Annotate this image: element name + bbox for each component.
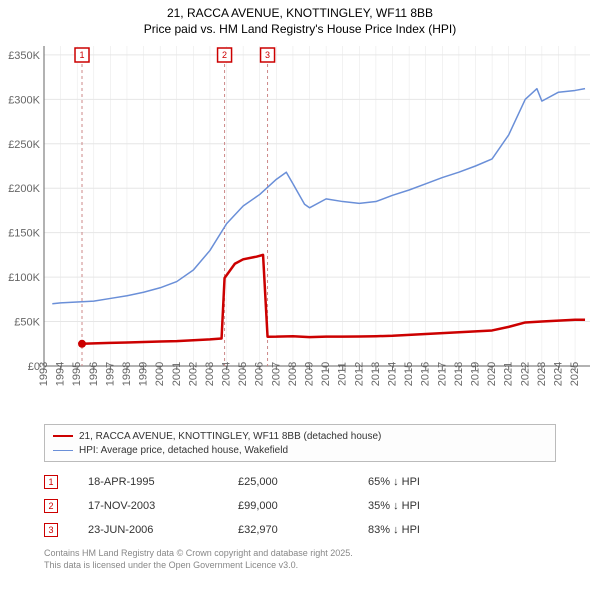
svg-text:1998: 1998 xyxy=(121,362,133,386)
svg-text:2020: 2020 xyxy=(486,362,498,386)
sale-row: 1 18-APR-1995£25,00065% ↓ HPI xyxy=(44,470,556,494)
svg-text:2018: 2018 xyxy=(453,362,465,386)
svg-text:2014: 2014 xyxy=(387,362,399,386)
svg-text:£150K: £150K xyxy=(8,228,40,240)
svg-text:2007: 2007 xyxy=(270,362,282,386)
sale-marker-icon: 3 xyxy=(44,523,58,537)
line-chart: £0£50K£100K£150K£200K£250K£300K£350K1993… xyxy=(0,36,600,418)
footer-line1: Contains HM Land Registry data © Crown c… xyxy=(44,548,556,560)
svg-text:2002: 2002 xyxy=(187,362,199,386)
sale-price: £99,000 xyxy=(238,500,368,512)
svg-text:3: 3 xyxy=(265,50,270,60)
svg-text:2009: 2009 xyxy=(304,362,316,386)
svg-text:£50K: £50K xyxy=(14,317,40,329)
sale-date: 23-JUN-2006 xyxy=(88,524,238,536)
svg-text:2025: 2025 xyxy=(569,362,581,386)
svg-text:1997: 1997 xyxy=(104,362,116,386)
svg-text:2024: 2024 xyxy=(552,362,564,386)
sale-date: 17-NOV-2003 xyxy=(88,500,238,512)
sale-price: £32,970 xyxy=(238,524,368,536)
svg-text:£100K: £100K xyxy=(8,272,40,284)
svg-text:1996: 1996 xyxy=(88,362,100,386)
chart-area: £0£50K£100K£150K£200K£250K£300K£350K1993… xyxy=(0,36,600,418)
legend-label: 21, RACCA AVENUE, KNOTTINGLEY, WF11 8BB … xyxy=(79,431,381,442)
sale-diff: 83% ↓ HPI xyxy=(368,524,518,536)
legend-swatch xyxy=(53,435,73,437)
legend-label: HPI: Average price, detached house, Wake… xyxy=(79,445,288,456)
svg-text:£250K: £250K xyxy=(8,139,40,151)
svg-text:2004: 2004 xyxy=(221,362,233,386)
svg-text:1: 1 xyxy=(79,50,84,60)
svg-text:2001: 2001 xyxy=(171,362,183,386)
svg-text:£200K: £200K xyxy=(8,183,40,195)
svg-text:2012: 2012 xyxy=(353,362,365,386)
title-subtitle: Price paid vs. HM Land Registry's House … xyxy=(0,22,600,36)
footer-line2: This data is licensed under the Open Gov… xyxy=(44,560,556,572)
sale-row: 2 17-NOV-2003£99,00035% ↓ HPI xyxy=(44,494,556,518)
sale-marker-icon: 2 xyxy=(44,499,58,513)
svg-text:2016: 2016 xyxy=(420,362,432,386)
svg-text:2023: 2023 xyxy=(536,362,548,386)
legend-item: 21, RACCA AVENUE, KNOTTINGLEY, WF11 8BB … xyxy=(53,429,547,443)
sale-price: £25,000 xyxy=(238,476,368,488)
svg-text:2015: 2015 xyxy=(403,362,415,386)
svg-text:2003: 2003 xyxy=(204,362,216,386)
svg-text:2021: 2021 xyxy=(503,362,515,386)
sale-diff: 65% ↓ HPI xyxy=(368,476,518,488)
chart-titles: 21, RACCA AVENUE, KNOTTINGLEY, WF11 8BB … xyxy=(0,0,600,36)
svg-text:2005: 2005 xyxy=(237,362,249,386)
sale-row: 3 23-JUN-2006£32,97083% ↓ HPI xyxy=(44,518,556,542)
legend: 21, RACCA AVENUE, KNOTTINGLEY, WF11 8BB … xyxy=(44,424,556,462)
svg-text:£350K: £350K xyxy=(8,50,40,62)
svg-text:1995: 1995 xyxy=(71,362,83,386)
sale-date: 18-APR-1995 xyxy=(88,476,238,488)
sale-marker-icon: 1 xyxy=(44,475,58,489)
title-address: 21, RACCA AVENUE, KNOTTINGLEY, WF11 8BB xyxy=(0,6,600,20)
svg-text:2: 2 xyxy=(222,50,227,60)
sale-diff: 35% ↓ HPI xyxy=(368,500,518,512)
sales-table: 1 18-APR-1995£25,00065% ↓ HPI 2 17-NOV-2003… xyxy=(44,470,556,542)
svg-text:2006: 2006 xyxy=(254,362,266,386)
svg-text:1999: 1999 xyxy=(138,362,150,386)
svg-text:£300K: £300K xyxy=(8,94,40,106)
svg-text:2000: 2000 xyxy=(154,362,166,386)
svg-text:1994: 1994 xyxy=(55,362,67,386)
legend-swatch xyxy=(53,450,73,451)
svg-text:2019: 2019 xyxy=(469,362,481,386)
svg-text:2017: 2017 xyxy=(436,362,448,386)
svg-text:2022: 2022 xyxy=(519,362,531,386)
svg-text:2013: 2013 xyxy=(370,362,382,386)
svg-text:2010: 2010 xyxy=(320,362,332,386)
attribution-footer: Contains HM Land Registry data © Crown c… xyxy=(44,548,556,571)
legend-item: HPI: Average price, detached house, Wake… xyxy=(53,443,547,457)
svg-text:2008: 2008 xyxy=(287,362,299,386)
